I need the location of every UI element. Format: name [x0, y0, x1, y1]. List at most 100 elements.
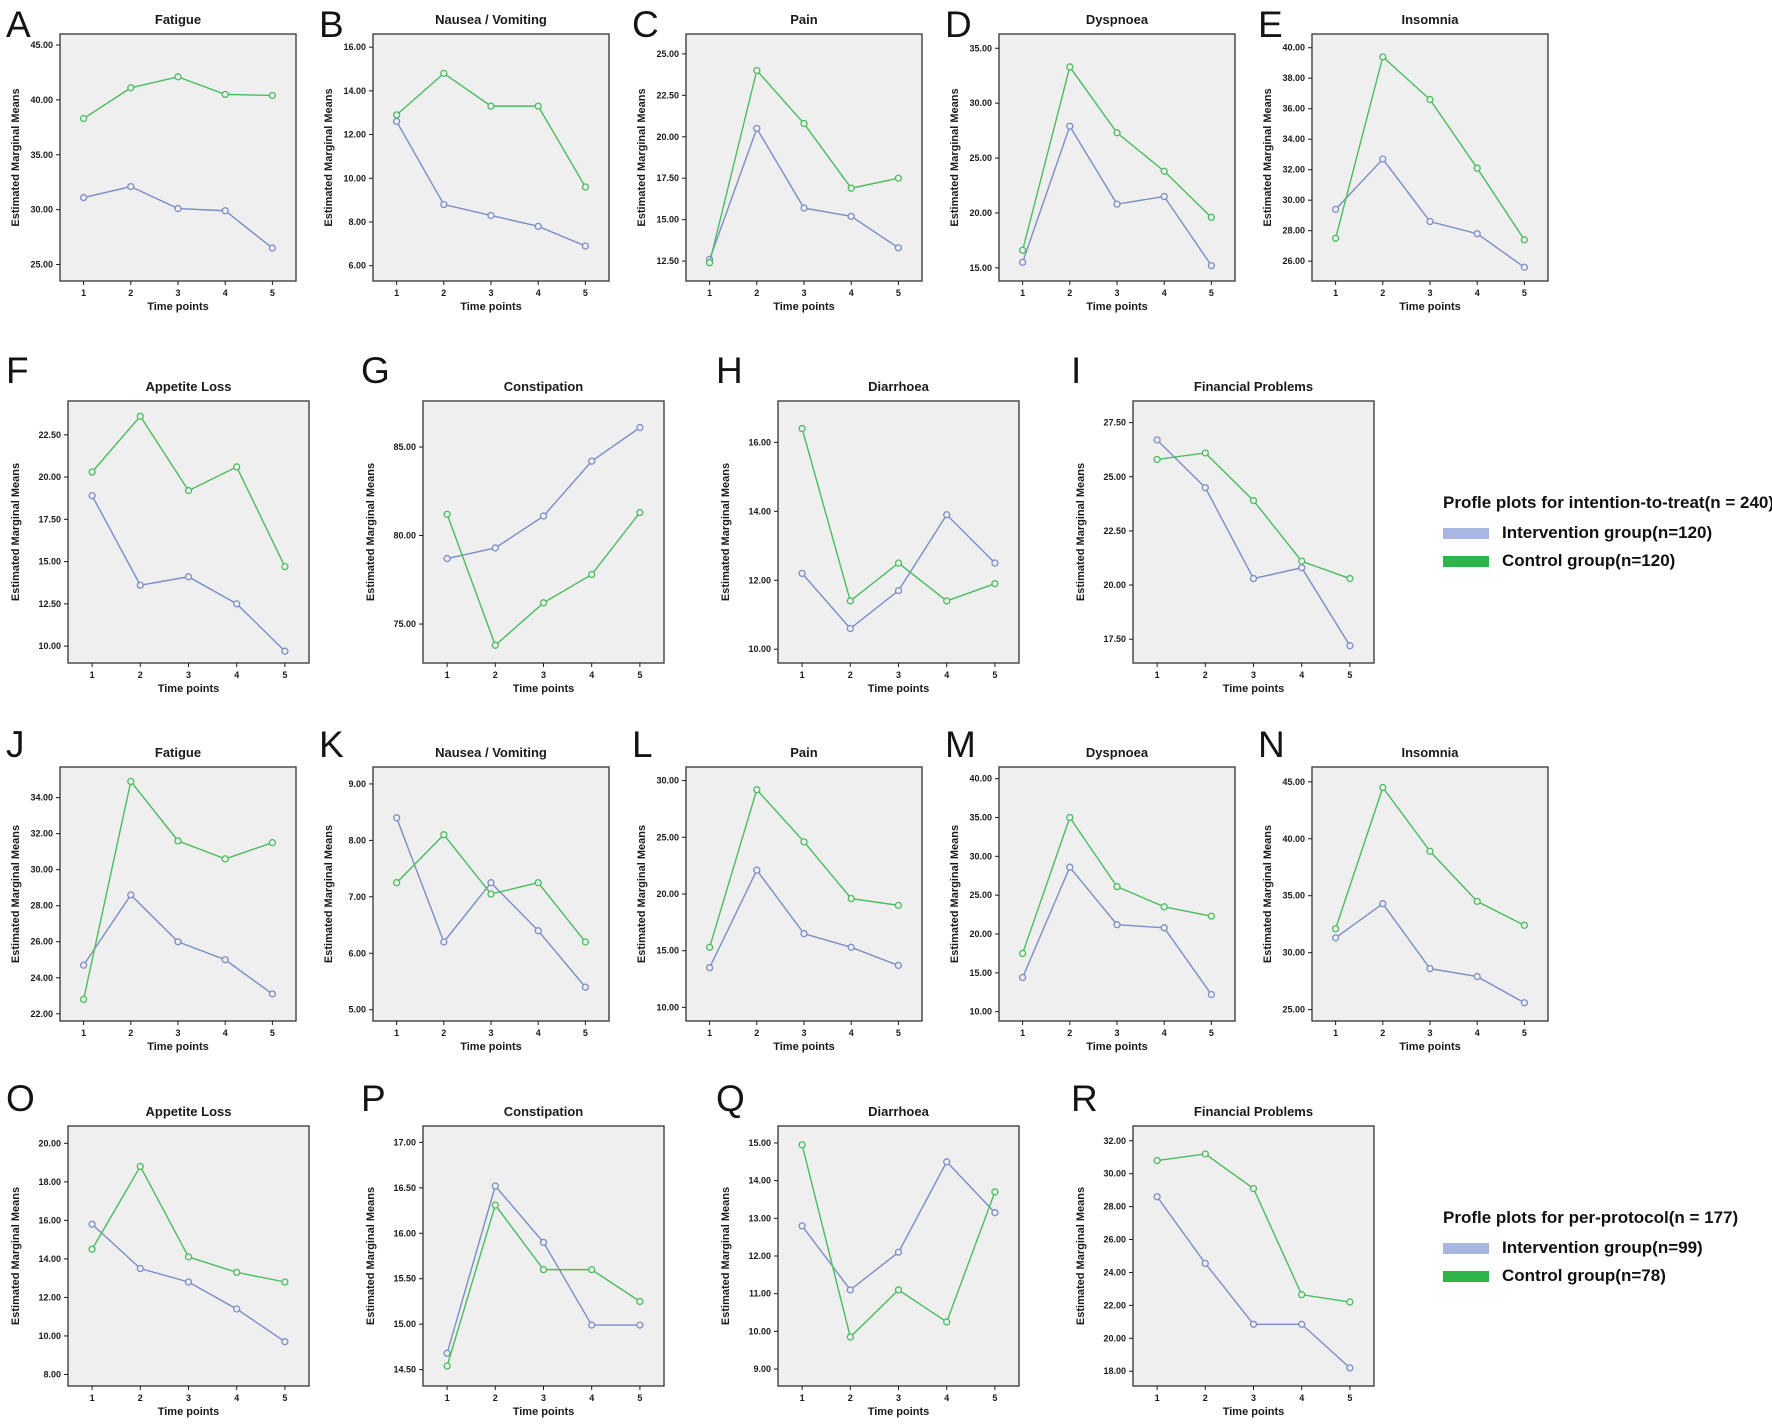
control-series-marker	[705, 943, 714, 951]
svg-text:4: 4	[1299, 1393, 1304, 1403]
svg-text:34.00: 34.00	[1282, 134, 1305, 144]
chart-title: Appetite Loss	[146, 379, 232, 394]
control-series-marker	[1379, 53, 1387, 61]
control-series-marker	[581, 183, 590, 191]
chart-title: Nausea / Vomiting	[435, 745, 547, 760]
svg-text:32.00: 32.00	[30, 829, 53, 839]
intervention-series-marker	[136, 1264, 144, 1273]
intervention-series	[88, 492, 289, 655]
intervention-series-marker	[127, 891, 135, 899]
intervention-series-marker	[174, 938, 182, 946]
y-axis-label: Estimated Marginal Means	[10, 88, 22, 226]
x-axis: 1 2 3 4 5	[445, 1386, 642, 1403]
control-series-marker	[753, 786, 761, 794]
svg-text:2: 2	[1380, 288, 1385, 298]
control-series-marker	[534, 102, 542, 110]
svg-text:26.00: 26.00	[1103, 1235, 1126, 1245]
intervention-series-marker	[1426, 964, 1434, 973]
svg-text:2: 2	[138, 670, 143, 680]
svg-text:5.00: 5.00	[348, 1005, 366, 1015]
chart-panel-J: J Fatigue 22.00 24.00 26.00 28.00 30.00 32.00 34…	[2, 705, 315, 1062]
control-series-marker	[894, 559, 903, 567]
intervention-series-marker	[846, 624, 854, 633]
intervention-series-marker	[894, 244, 903, 252]
control-series-marker	[1520, 236, 1529, 244]
control-swatch	[1443, 1270, 1489, 1282]
y-axis-label: Estimated Marginal Means	[1262, 88, 1274, 226]
control-series-marker	[1160, 167, 1168, 175]
chart-title: Pain	[790, 745, 818, 760]
svg-text:28.00: 28.00	[1282, 226, 1305, 236]
y-axis-label: Estimated Marginal Means	[10, 463, 22, 601]
chart-panel-K: K Nausea / Vomiting 5.00 6.00 7.00 8.00 9.00 Es…	[315, 705, 628, 1062]
svg-text:85.00: 85.00	[393, 442, 416, 452]
intervention-series-marker	[221, 207, 229, 215]
intervention-series-marker	[847, 943, 855, 951]
svg-text:15.00: 15.00	[656, 215, 679, 225]
chart-title: Insomnia	[1401, 745, 1459, 760]
svg-text:5: 5	[992, 1393, 997, 1403]
control-series-marker	[88, 1245, 96, 1253]
svg-text:1: 1	[1333, 1028, 1338, 1038]
control-series-marker	[991, 580, 999, 588]
svg-text:2: 2	[848, 670, 853, 680]
svg-text:15.00: 15.00	[969, 968, 992, 978]
control-swatch	[1443, 555, 1489, 567]
chart-title: Financial Problems	[1194, 379, 1313, 394]
chart-svg-E: Insomnia 26.00 28.00 30.00 32.00 34.00 36.00 38…	[1262, 12, 1549, 313]
svg-text:24.00: 24.00	[30, 973, 53, 983]
control-series-marker	[846, 1333, 854, 1341]
intervention-series-marker	[798, 569, 806, 578]
intervention-series-marker	[392, 117, 401, 126]
control-series-marker	[184, 1253, 193, 1261]
panel-letter-N: N	[1258, 724, 1285, 765]
svg-text:26.00: 26.00	[1282, 256, 1305, 266]
control-series	[88, 1162, 289, 1286]
chart-svg-I: Financial Problems 17.50 20.00 22.50 25.00 27…	[1075, 379, 1375, 695]
intervention-series-marker	[1153, 1193, 1161, 1201]
intervention-series-marker	[800, 204, 808, 212]
intervention-series-marker	[943, 1158, 951, 1166]
chart-svg-N: Insomnia 25.00 30.00 35.00 40.00 45.00 Estimat…	[1262, 745, 1549, 1053]
svg-text:9.00: 9.00	[753, 1364, 771, 1374]
chart-svg-O: Appetite Loss8.0010.0012.0014.0016.0018.…	[10, 1104, 310, 1418]
y-axis: 14.50 15.00 15.50 16.00 16.50 17.00	[393, 1137, 423, 1375]
intervention-series-marker	[1201, 483, 1209, 492]
intervention-series-marker	[943, 511, 951, 519]
intervention-series	[798, 1158, 999, 1294]
intervention-series-marker	[443, 1349, 451, 1357]
chart-svg-J: Fatigue 22.00 24.00 26.00 28.00 30.00 32.00 34.…	[10, 745, 297, 1053]
svg-text:13.00: 13.00	[748, 1213, 771, 1223]
svg-text:2: 2	[1203, 1393, 1208, 1403]
svg-text:36.00: 36.00	[1282, 104, 1305, 114]
panel-letter-B: B	[319, 4, 344, 45]
svg-text:12.00: 12.00	[748, 575, 771, 585]
svg-text:20.00: 20.00	[656, 889, 679, 899]
control-series-marker	[798, 1141, 806, 1149]
intervention-series-marker	[847, 212, 855, 220]
legend-intention-to-treat: Profle plots for intention-to-treat(n = …	[1443, 493, 1772, 579]
control-series-marker	[943, 1318, 951, 1326]
control-series-marker	[1346, 1298, 1354, 1306]
control-series	[1331, 783, 1529, 933]
chart-panel-C: C Pain 12.50 15.00 17.50 20.00 22.50 25.00 Estim…	[628, 0, 941, 335]
chart-panel-Q: Q Diarrhoea 9.00 10.00 11.00 12.00 13.00 14.00 1…	[712, 1062, 1067, 1427]
intervention-series-marker	[894, 1248, 903, 1256]
svg-text:15.50: 15.50	[393, 1274, 416, 1284]
intervention-series-marker	[1153, 436, 1161, 444]
x-axis-label: Time points	[158, 683, 220, 695]
chart-panel-H: H Diarrhoea 10.00 12.00 14.00 16.00 Estimated …	[712, 335, 1067, 705]
control-series-marker	[268, 91, 277, 100]
intervention-series-marker	[1160, 192, 1168, 201]
svg-text:30.00: 30.00	[30, 205, 53, 215]
control-series-marker	[1153, 1156, 1161, 1165]
y-axis-label: Estimated Marginal Means	[1075, 1187, 1087, 1325]
y-axis: 15.00 20.00 25.00 30.00 35.00	[969, 43, 999, 273]
y-axis: 17.50 20.00 22.50 25.00 27.50	[1103, 418, 1133, 644]
control-series-marker	[1249, 496, 1258, 505]
svg-text:30.00: 30.00	[656, 776, 679, 786]
svg-text:3: 3	[1427, 288, 1432, 298]
svg-text:5: 5	[583, 288, 588, 298]
chart-title: Insomnia	[1401, 12, 1459, 27]
control-series-marker	[174, 837, 182, 845]
